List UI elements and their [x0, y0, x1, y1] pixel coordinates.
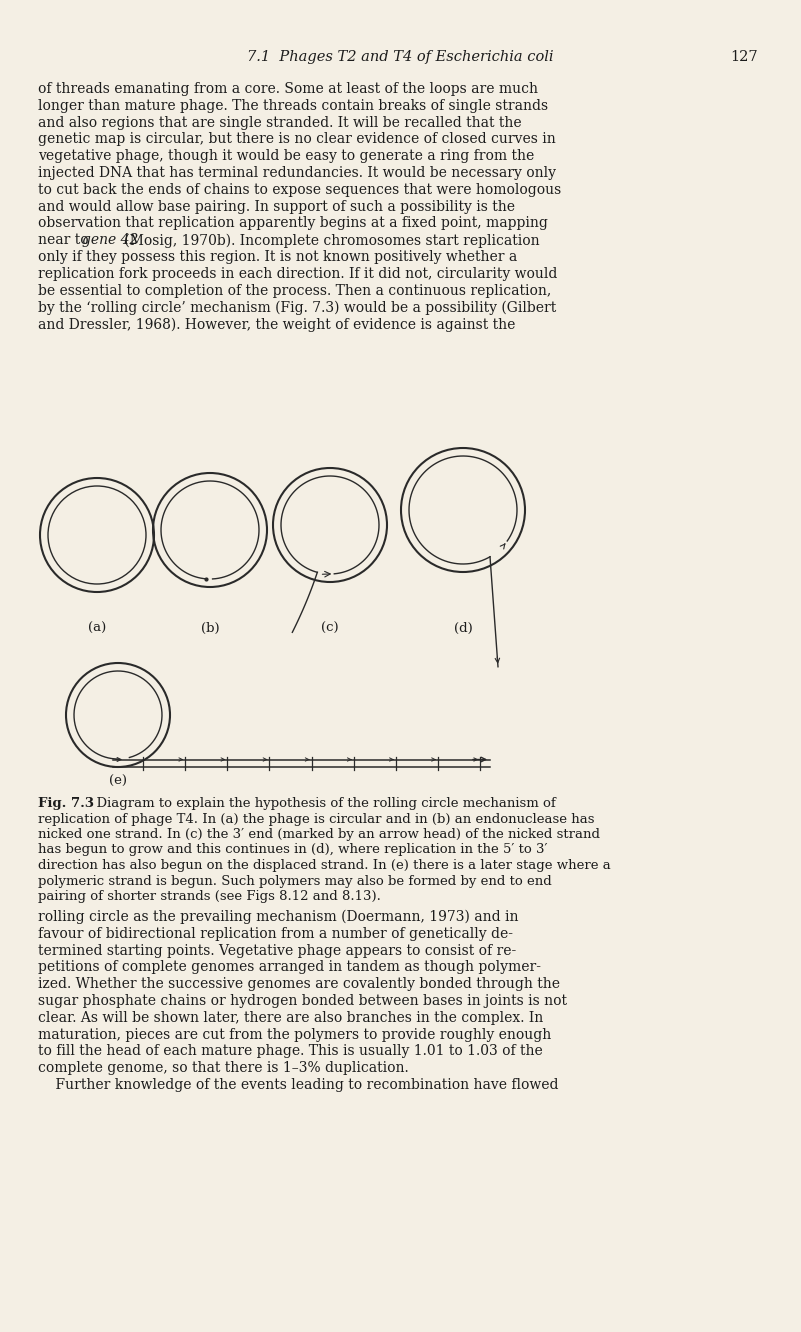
Text: ized. Whether the successive genomes are covalently bonded through the: ized. Whether the successive genomes are…	[38, 978, 560, 991]
Text: observation that replication apparently begins at a fixed point, mapping: observation that replication apparently …	[38, 216, 548, 230]
Text: Further knowledge of the events leading to recombination have flowed: Further knowledge of the events leading …	[38, 1078, 558, 1092]
Text: (b): (b)	[201, 622, 219, 635]
Text: replication of phage T4. In (a) the phage is circular and in (b) an endonuclease: replication of phage T4. In (a) the phag…	[38, 813, 594, 826]
Text: has begun to grow and this continues in (d), where replication in the 5′ to 3′: has begun to grow and this continues in …	[38, 843, 548, 856]
Text: vegetative phage, though it would be easy to generate a ring from the: vegetative phage, though it would be eas…	[38, 149, 534, 164]
Text: (c): (c)	[321, 622, 339, 635]
Text: and would allow base pairing. In support of such a possibility is the: and would allow base pairing. In support…	[38, 200, 515, 213]
Text: direction has also begun on the displaced strand. In (e) there is a later stage : direction has also begun on the displace…	[38, 859, 610, 872]
Text: near to: near to	[38, 233, 93, 248]
Text: petitions of complete genomes arranged in tandem as though polymer-: petitions of complete genomes arranged i…	[38, 960, 541, 975]
Text: pairing of shorter strands (see Figs 8.12 and 8.13).: pairing of shorter strands (see Figs 8.1…	[38, 890, 380, 903]
Text: and Dressler, 1968). However, the weight of evidence is against the: and Dressler, 1968). However, the weight…	[38, 317, 515, 332]
Text: (d): (d)	[453, 622, 473, 635]
Text: maturation, pieces are cut from the polymers to provide roughly enough: maturation, pieces are cut from the poly…	[38, 1027, 551, 1042]
Text: and also regions that are single stranded. It will be recalled that the: and also regions that are single strande…	[38, 116, 521, 129]
Text: (a): (a)	[88, 622, 106, 635]
Text: rolling circle as the prevailing mechanism (Doermann, 1973) and in: rolling circle as the prevailing mechani…	[38, 910, 518, 924]
Text: clear. As will be shown later, there are also branches in the complex. In: clear. As will be shown later, there are…	[38, 1011, 543, 1024]
Text: only if they possess this region. It is not known positively whether a: only if they possess this region. It is …	[38, 250, 517, 264]
Text: termined starting points. Vegetative phage appears to consist of re-: termined starting points. Vegetative pha…	[38, 943, 517, 958]
Text: to fill the head of each mature phage. This is usually 1.01 to 1.03 of the: to fill the head of each mature phage. T…	[38, 1044, 543, 1059]
Text: genetic map is circular, but there is no clear evidence of closed curves in: genetic map is circular, but there is no…	[38, 132, 556, 147]
Text: gene 42: gene 42	[82, 233, 139, 248]
Text: be essential to completion of the process. Then a continuous replication,: be essential to completion of the proces…	[38, 284, 551, 297]
Text: sugar phosphate chains or hydrogen bonded between bases in joints is not: sugar phosphate chains or hydrogen bonde…	[38, 994, 567, 1008]
Text: longer than mature phage. The threads contain breaks of single strands: longer than mature phage. The threads co…	[38, 99, 548, 113]
Text: favour of bidirectional replication from a number of genetically de-: favour of bidirectional replication from…	[38, 927, 513, 940]
Text: 127: 127	[730, 51, 758, 64]
Text: of threads emanating from a core. Some at least of the loops are much: of threads emanating from a core. Some a…	[38, 83, 538, 96]
Text: injected DNA that has terminal redundancies. It would be necessary only: injected DNA that has terminal redundanc…	[38, 166, 556, 180]
Text: to cut back the ends of chains to expose sequences that were homologous: to cut back the ends of chains to expose…	[38, 182, 562, 197]
Text: nicked one strand. In (c) the 3′ end (marked by an arrow head) of the nicked str: nicked one strand. In (c) the 3′ end (ma…	[38, 829, 600, 840]
Text: 7.1  Phages T2 and T4 of Escherichia coli: 7.1 Phages T2 and T4 of Escherichia coli	[247, 51, 553, 64]
Text: complete genome, so that there is 1–3% duplication.: complete genome, so that there is 1–3% d…	[38, 1062, 409, 1075]
Text: Diagram to explain the hypothesis of the rolling circle mechanism of: Diagram to explain the hypothesis of the…	[88, 797, 556, 810]
Text: polymeric strand is begun. Such polymers may also be formed by end to end: polymeric strand is begun. Such polymers…	[38, 875, 552, 887]
Text: Fig. 7.3: Fig. 7.3	[38, 797, 94, 810]
Text: (Mosig, 1970b). Incomplete chromosomes start replication: (Mosig, 1970b). Incomplete chromosomes s…	[120, 233, 540, 248]
Text: (e): (e)	[109, 775, 127, 789]
Text: replication fork proceeds in each direction. If it did not, circularity would: replication fork proceeds in each direct…	[38, 266, 557, 281]
Text: by the ‘rolling circle’ mechanism (Fig. 7.3) would be a possibility (Gilbert: by the ‘rolling circle’ mechanism (Fig. …	[38, 301, 556, 314]
